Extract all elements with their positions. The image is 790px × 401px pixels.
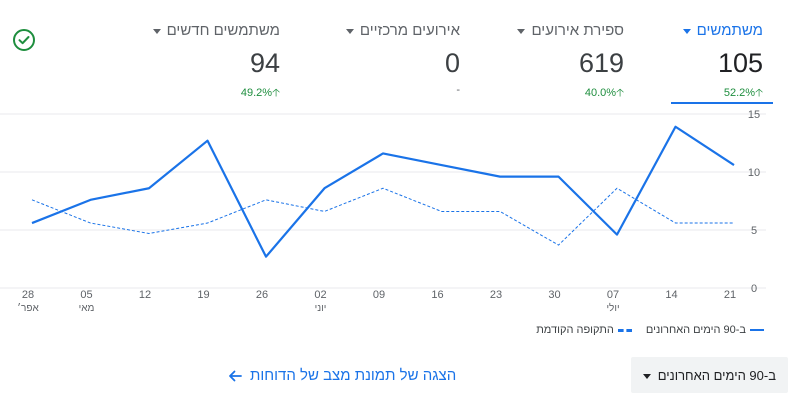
- metric-label[interactable]: ספירת אירועים: [517, 22, 624, 39]
- delta-value: 40.0%: [584, 87, 617, 99]
- caret-down-icon: [643, 373, 651, 379]
- metric-label-text: משתמשים חדשים: [166, 22, 280, 39]
- legend-item-previous: התקופה הקודמת: [536, 324, 632, 336]
- delta-value: 52.2%: [723, 87, 756, 99]
- x-tick-label: 28: [22, 289, 34, 301]
- arrow-left-icon: [229, 370, 242, 381]
- view-reports-snapshot-link[interactable]: הצגה של תמונת מצב של הדוחות: [228, 367, 456, 384]
- metric-tab-event-count[interactable]: ספירת אירועים 619 40.0%🡡: [484, 0, 634, 104]
- date-range-select[interactable]: ב-90 הימים האחרונים: [631, 357, 788, 393]
- x-tick-sublabel: יוני: [315, 303, 327, 314]
- metric-tab-users[interactable]: משתמשים 105 52.2%🡡: [671, 0, 773, 104]
- x-tick-label: 05: [80, 289, 92, 301]
- x-tick-sublabel: אפר׳: [17, 303, 39, 314]
- metric-delta: -: [456, 84, 460, 96]
- x-tick-label: 12: [139, 289, 151, 301]
- x-tick-label: 19: [197, 289, 209, 301]
- metric-label-text: ספירת אירועים: [531, 22, 624, 39]
- metric-value: 94: [249, 48, 280, 78]
- date-range-value: ב-90 הימים האחרונים: [657, 367, 776, 383]
- x-tick-label: 26: [256, 289, 268, 301]
- y-tick-label: 0: [751, 283, 757, 295]
- caret-down-icon: [682, 29, 691, 34]
- legend-swatch-dashed: [617, 328, 632, 332]
- metric-delta: 49.2%🡡: [241, 84, 280, 103]
- arrow-up-icon: 🡡: [755, 87, 763, 99]
- delta-value: -: [456, 84, 460, 96]
- x-tick-label: 09: [373, 289, 385, 301]
- metric-delta: 52.2%🡡: [724, 84, 763, 103]
- metric-value: 619: [578, 48, 624, 78]
- legend-item-current: ב-90 הימים האחרונים: [646, 324, 764, 336]
- arrow-up-icon: 🡡: [272, 87, 280, 99]
- x-tick-label: 02: [314, 289, 326, 301]
- caret-down-icon: [345, 29, 354, 34]
- x-tick-label: 21: [724, 289, 736, 301]
- series-line-current: [31, 125, 735, 258]
- metric-label-text: משתמשים: [696, 22, 763, 39]
- legend-label-current: ב-90 הימים האחרונים: [645, 324, 746, 336]
- metric-value: 105: [717, 48, 763, 78]
- x-tick-label: 16: [431, 289, 443, 301]
- caret-down-icon: [517, 29, 526, 34]
- metric-delta: 40.0%🡡: [585, 84, 624, 103]
- legend-swatch-solid: [750, 329, 764, 331]
- x-tick-sublabel: מאי: [79, 303, 95, 314]
- x-tick-label: 30: [548, 289, 560, 301]
- x-tick-label: 14: [665, 289, 677, 301]
- metric-value: 0: [444, 48, 460, 78]
- metric-label[interactable]: אירועים מרכזיים: [345, 22, 460, 39]
- metric-label[interactable]: משתמשים: [682, 22, 763, 39]
- x-tick-label: 23: [490, 289, 502, 301]
- series-line-previous: [31, 187, 734, 246]
- metric-label-text: אירועים מרכזיים: [359, 22, 460, 39]
- y-tick-label: 5: [751, 225, 757, 237]
- y-tick-label: 15: [748, 109, 760, 121]
- legend-label-previous: התקופה הקודמת: [536, 324, 614, 336]
- report-link-label: הצגה של תמונת מצב של הדוחות: [250, 367, 457, 384]
- caret-down-icon: [152, 29, 161, 34]
- arrow-up-icon: 🡡: [616, 87, 624, 99]
- x-tick-label: 07: [607, 289, 619, 301]
- y-tick-label: 10: [748, 167, 760, 179]
- chart-legend: ב-90 הימים האחרונים התקופה הקודמת: [536, 324, 764, 336]
- check-circle-icon: [13, 29, 35, 51]
- x-tick-sublabel: יולי: [606, 302, 619, 314]
- delta-value: 49.2%: [240, 87, 273, 99]
- metric-tab-key-events[interactable]: אירועים מרכזיים 0 -: [320, 0, 470, 104]
- metric-label[interactable]: משתמשים חדשים: [152, 22, 280, 39]
- metric-tab-new-users[interactable]: משתמשים חדשים 94 49.2%🡡: [140, 0, 290, 104]
